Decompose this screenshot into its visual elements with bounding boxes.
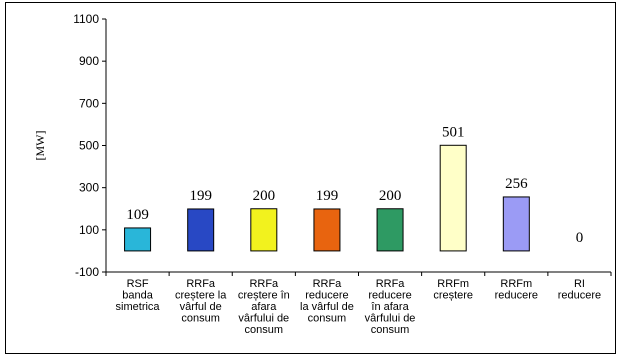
data-label: 199 bbox=[189, 188, 212, 204]
x-category-label: vârfului de bbox=[238, 313, 289, 325]
y-tick-label: 100 bbox=[79, 223, 99, 237]
data-label: 256 bbox=[505, 176, 528, 192]
x-category-label: banda bbox=[122, 290, 153, 302]
y-tick-label: 300 bbox=[79, 181, 99, 195]
data-label: 200 bbox=[379, 188, 402, 204]
x-category-label: RRFa bbox=[376, 278, 406, 290]
bar bbox=[187, 208, 215, 252]
x-category-label: consum bbox=[371, 324, 410, 336]
data-label: 0 bbox=[576, 230, 584, 246]
x-category-label: creștere în bbox=[238, 290, 290, 302]
x-category-label: vârfului de bbox=[365, 313, 416, 325]
x-category-label: consum bbox=[308, 313, 347, 325]
bar bbox=[502, 196, 530, 252]
y-tick-label: 1100 bbox=[73, 12, 99, 26]
x-category-label: RRFm bbox=[437, 278, 469, 290]
y-tick-label: 900 bbox=[79, 54, 99, 68]
x-category-label: RRFm bbox=[500, 278, 532, 290]
y-tick-label: 700 bbox=[79, 96, 99, 110]
y-axis-label: [MW] bbox=[33, 131, 47, 161]
bar bbox=[313, 208, 341, 252]
data-label: 109 bbox=[126, 207, 149, 223]
x-category-label: simetrica bbox=[116, 301, 161, 313]
bar bbox=[376, 208, 404, 252]
x-category-label: RRFa bbox=[313, 278, 343, 290]
x-category-label: RRFa bbox=[249, 278, 279, 290]
x-category-label: la vârful de bbox=[300, 301, 354, 313]
chart-frame: -100 100 300 500 700 900 1100 [MW] 109 RSF banda si… bbox=[5, 2, 616, 354]
y-tick-label: -100 bbox=[75, 265, 99, 279]
x-category-label: reducere bbox=[495, 290, 538, 302]
x-category-label: creștere la bbox=[175, 290, 227, 302]
x-category-label: consum bbox=[181, 313, 220, 325]
x-category-label: RSF bbox=[127, 278, 149, 290]
x-category-label: reducere bbox=[558, 290, 601, 302]
x-category-label: RRFa bbox=[186, 278, 216, 290]
x-category-label: RI bbox=[574, 278, 585, 290]
x-category-label: reducere bbox=[368, 290, 411, 302]
y-tick-label: 500 bbox=[79, 139, 99, 153]
data-label: 501 bbox=[442, 124, 465, 140]
x-category-label: consum bbox=[245, 324, 284, 336]
bar-chart: -100 100 300 500 700 900 1100 [MW] 109 RSFbandasi… bbox=[33, 12, 612, 336]
x-category-label: vârful de bbox=[180, 301, 222, 313]
x-category-label: reducere bbox=[305, 290, 348, 302]
bar bbox=[439, 144, 467, 252]
bar bbox=[124, 227, 152, 252]
data-label: 200 bbox=[253, 188, 276, 204]
x-category-label: afara bbox=[251, 301, 277, 313]
x-category-label: în afara bbox=[370, 301, 409, 313]
data-label: 199 bbox=[316, 188, 339, 204]
bar bbox=[250, 208, 278, 252]
x-category-label: creștere bbox=[433, 290, 473, 302]
